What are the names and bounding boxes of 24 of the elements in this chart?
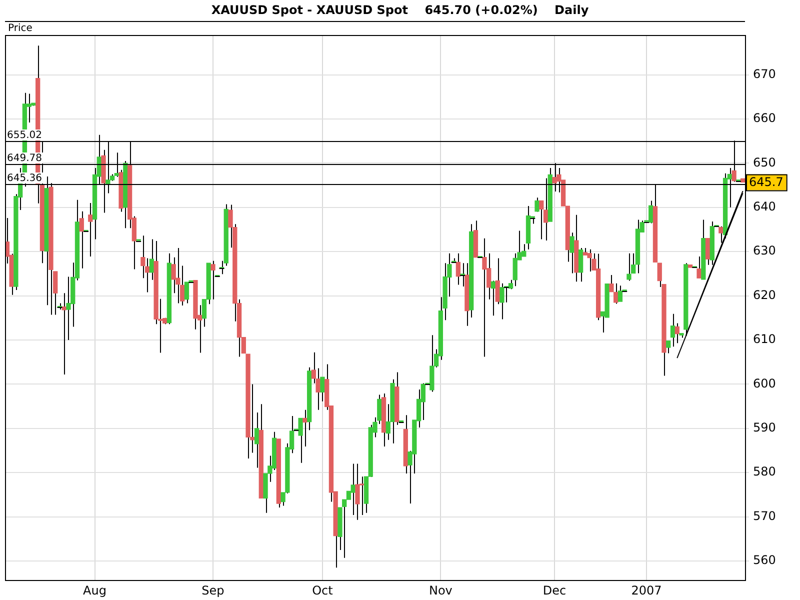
x-tick-label: 2007 bbox=[631, 583, 662, 598]
x-tick-label: Oct bbox=[312, 583, 334, 598]
y-tick-label: 570 bbox=[753, 508, 776, 523]
x-tick-label: Dec bbox=[542, 583, 566, 598]
y-tick-label: 620 bbox=[753, 288, 776, 302]
y-axis-title: Price bbox=[8, 23, 32, 34]
x-tick-label: Sep bbox=[202, 583, 224, 598]
x-tick-label: Nov bbox=[428, 583, 452, 598]
y-tick-label: 600 bbox=[753, 376, 776, 390]
y-tick-label: 590 bbox=[753, 420, 776, 435]
ref-line-label: 655.02 bbox=[7, 130, 42, 142]
y-tick-label: 560 bbox=[753, 553, 776, 568]
x-tick-label: Aug bbox=[83, 583, 106, 598]
annotation: 645.7 bbox=[749, 174, 784, 189]
chart-title: XAUUSD Spot - XAUUSD Spot 645.70 (+0.02%) Daily bbox=[211, 3, 589, 18]
y-tick-label: 580 bbox=[753, 464, 776, 479]
y-tick-label: 670 bbox=[753, 66, 776, 81]
y-tick-label: 660 bbox=[753, 111, 776, 126]
y-tick-label: 630 bbox=[753, 244, 776, 258]
ref-line-label: 645.36 bbox=[7, 173, 42, 184]
y-tick-label: 640 bbox=[753, 200, 776, 214]
y-tick-label: 650 bbox=[753, 155, 776, 170]
y-tick-label: 610 bbox=[753, 332, 776, 346]
ref-line-label: 649.78 bbox=[7, 153, 42, 164]
